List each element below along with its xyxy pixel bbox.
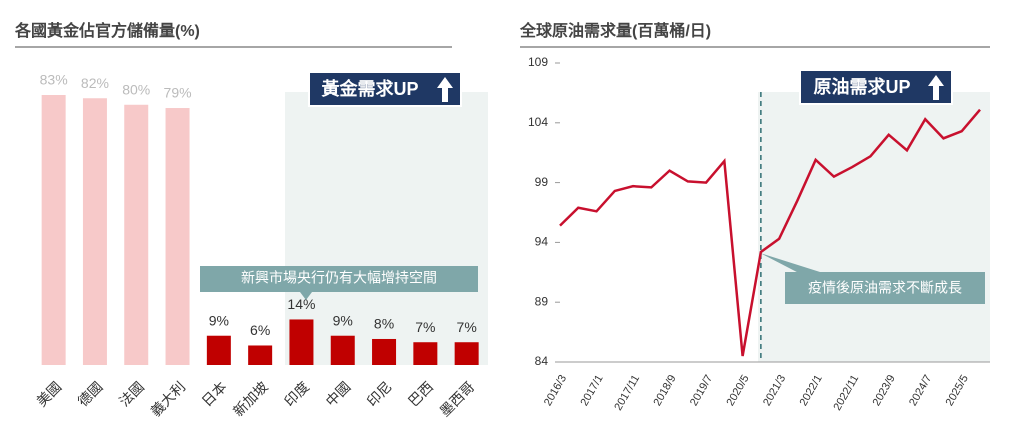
value-label: 6%: [250, 322, 270, 338]
value-label: 79%: [164, 85, 192, 101]
x-tick-label: 美國: [33, 378, 64, 409]
badge: 黃金需求UP: [308, 71, 462, 107]
highlight-area: [285, 92, 488, 365]
x-tick-label: 2025/5: [944, 373, 971, 408]
x-tick-label: 德國: [75, 378, 106, 409]
x-tick-label: 日本: [198, 378, 229, 409]
x-tick-label: 2022/1: [798, 373, 825, 408]
x-tick-label: 印尼: [364, 378, 395, 409]
badge-text: 原油需求UP: [813, 76, 910, 97]
y-tick-label: 99: [535, 175, 549, 189]
bar: [248, 345, 273, 365]
x-tick-label: 2024/7: [907, 373, 934, 408]
x-tick-label: 中國: [322, 378, 353, 409]
value-label: 9%: [333, 312, 353, 328]
y-tick-label: 94: [535, 235, 549, 249]
bar: [82, 98, 107, 365]
callout-text: 新興市場央行仍有大幅增持空間: [241, 270, 437, 286]
bar: [124, 104, 149, 365]
x-tick-label: 法國: [116, 378, 147, 409]
line: [559, 108, 981, 357]
bar: [206, 335, 231, 365]
x-tick-label: 墨西哥: [436, 378, 477, 419]
x-tick-label: 2023/9: [871, 373, 898, 408]
x-tick-label: 2022/11: [831, 373, 861, 413]
highlight-area: [758, 92, 990, 362]
bar: [165, 108, 190, 365]
x-tick-label: 2018/9: [651, 373, 678, 408]
y-tick-label: 84: [535, 354, 549, 368]
value-label: 9%: [209, 312, 229, 328]
x-tick-label: 2017/11: [612, 373, 642, 413]
y-tick-label: 104: [528, 115, 548, 129]
value-label: 14%: [287, 296, 315, 312]
callout-text: 疫情後原油需求不斷成長: [808, 280, 962, 296]
callout: 疫情後原油需求不斷成長: [760, 253, 985, 304]
x-tick-label: 2016/3: [542, 373, 569, 408]
y-tick-label: 89: [535, 294, 549, 308]
bar: [372, 338, 397, 365]
bar: [454, 342, 479, 365]
bar: [330, 335, 355, 365]
bar: [41, 95, 66, 365]
chart-title: 全球原油需求量(百萬桶/日): [519, 21, 711, 40]
bar: [289, 319, 314, 365]
x-tick-label: 印度: [281, 378, 312, 409]
x-tick-label: 2021/3: [761, 373, 788, 408]
badge: 原油需求UP: [799, 69, 953, 105]
x-tick-label: 2019/7: [688, 373, 715, 408]
bar: [413, 342, 438, 365]
callout: 新興市場央行仍有大幅增持空間: [200, 266, 478, 300]
x-tick-label: 巴西: [405, 378, 436, 409]
value-label: 80%: [122, 81, 150, 97]
value-label: 83%: [40, 72, 68, 88]
x-tick-label: 2020/5: [725, 373, 752, 408]
value-label: 7%: [457, 319, 477, 335]
value-label: 82%: [81, 75, 109, 91]
value-label: 8%: [374, 316, 394, 332]
badge-text: 黃金需求UP: [320, 78, 418, 99]
y-tick-label: 109: [528, 55, 548, 69]
value-label: 7%: [415, 319, 435, 335]
x-tick-label: 新加坡: [230, 378, 271, 419]
x-tick-label: 義大利: [147, 378, 188, 419]
chart-title: 各國黃金佔官方儲備量(%): [14, 21, 200, 40]
x-tick-label: 2017/1: [578, 373, 605, 408]
